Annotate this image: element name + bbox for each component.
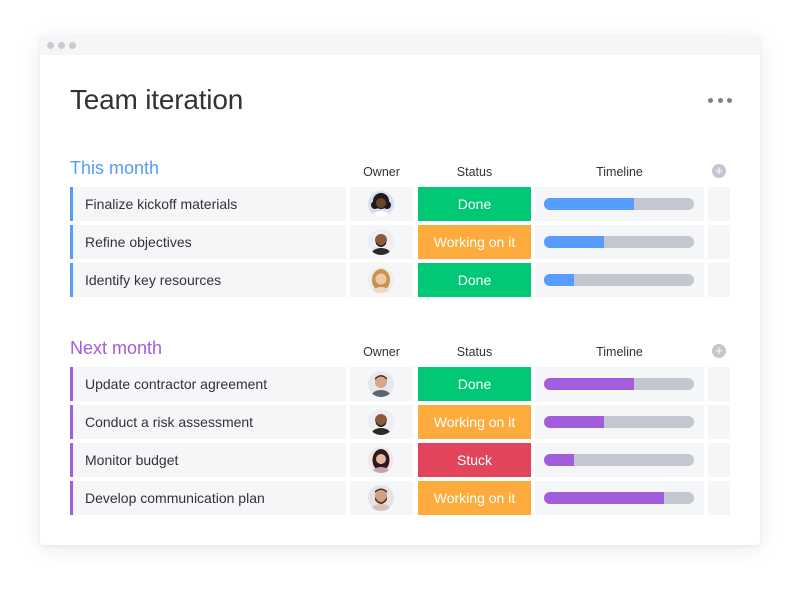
board-title: Team iteration	[70, 84, 244, 115]
table-row[interactable]: Refine objectives Working on it	[70, 225, 730, 259]
avatar-man-bald	[368, 229, 394, 255]
column-header-owner: Owner	[363, 165, 400, 179]
owner-cell[interactable]	[350, 263, 413, 297]
window-dot	[47, 42, 54, 49]
item-name: Identify key resources	[85, 272, 222, 288]
column-header-timeline: Timeline	[596, 345, 643, 359]
item-name: Update contractor agreement	[85, 376, 268, 392]
timeline-fill	[544, 492, 664, 504]
avatar-woman-curly	[368, 191, 394, 217]
owner-cell[interactable]	[350, 187, 413, 221]
item-name-cell[interactable]: Monitor budget	[70, 443, 346, 477]
avatar-man-bald	[368, 409, 394, 435]
column-header-status: Status	[456, 165, 493, 179]
group-title[interactable]: This month	[70, 158, 160, 178]
group-next-month: Next month Owner Status Timeline + Updat…	[70, 338, 730, 518]
more-options-icon[interactable]	[708, 96, 732, 104]
owner-cell[interactable]	[350, 405, 413, 439]
status-cell[interactable]: Working on it	[418, 481, 531, 515]
add-column-icon[interactable]: +	[712, 344, 726, 358]
item-name: Refine objectives	[85, 234, 192, 250]
group-title[interactable]: Next month	[70, 338, 163, 358]
table-row[interactable]: Update contractor agreement Done	[70, 367, 730, 401]
timeline-fill	[544, 416, 604, 428]
status-cell[interactable]: Working on it	[418, 405, 531, 439]
table-row[interactable]: Conduct a risk assessment Working on it	[70, 405, 730, 439]
owner-cell[interactable]	[350, 367, 413, 401]
table-row[interactable]: Develop communication plan Working on it	[70, 481, 730, 515]
timeline-fill	[544, 378, 634, 390]
owner-cell[interactable]	[350, 443, 413, 477]
window-dot	[58, 42, 65, 49]
item-name: Finalize kickoff materials	[85, 196, 238, 212]
status-cell[interactable]: Working on it	[418, 225, 531, 259]
status-cell[interactable]: Stuck	[418, 443, 531, 477]
item-name-cell[interactable]: Update contractor agreement	[70, 367, 346, 401]
column-header-status: Status	[456, 345, 493, 359]
item-name-cell[interactable]: Finalize kickoff materials	[70, 187, 346, 221]
timeline-fill	[544, 236, 604, 248]
timeline-cell[interactable]	[535, 405, 704, 439]
timeline-cell[interactable]	[535, 367, 704, 401]
timeline-cell[interactable]	[535, 481, 704, 515]
timeline-cell[interactable]	[535, 225, 704, 259]
item-name-cell[interactable]: Refine objectives	[70, 225, 346, 259]
avatar-man-beard	[368, 485, 394, 511]
avatar-woman-blonde	[368, 267, 394, 293]
timeline-fill	[544, 274, 574, 286]
column-header-owner: Owner	[363, 345, 400, 359]
item-name: Develop communication plan	[85, 490, 265, 506]
table-row[interactable]: Monitor budget Stuck	[70, 443, 730, 477]
timeline-cell[interactable]	[535, 187, 704, 221]
status-cell[interactable]: Done	[418, 263, 531, 297]
timeline-cell[interactable]	[535, 263, 704, 297]
item-name: Monitor budget	[85, 452, 179, 468]
owner-cell[interactable]	[350, 225, 413, 259]
item-name-cell[interactable]: Develop communication plan	[70, 481, 346, 515]
avatar-man-short-hair	[368, 371, 394, 397]
group-this-month: This month Owner Status Timeline + Final…	[70, 158, 730, 298]
timeline-fill	[544, 454, 574, 466]
column-header-timeline: Timeline	[596, 165, 643, 179]
item-name-cell[interactable]: Conduct a risk assessment	[70, 405, 346, 439]
table-row[interactable]: Finalize kickoff materials Done	[70, 187, 730, 221]
item-name: Conduct a risk assessment	[85, 414, 254, 430]
owner-cell[interactable]	[350, 481, 413, 515]
timeline-cell[interactable]	[535, 443, 704, 477]
window-titlebar	[40, 36, 760, 55]
table-row[interactable]: Identify key resources Done	[70, 263, 730, 297]
board-window: Team iteration This month Owner Status T…	[40, 36, 760, 545]
window-dot	[69, 42, 76, 49]
add-column-icon[interactable]: +	[712, 164, 726, 178]
timeline-fill	[544, 198, 634, 210]
status-cell[interactable]: Done	[418, 367, 531, 401]
item-name-cell[interactable]: Identify key resources	[70, 263, 346, 297]
avatar-woman-dark-hair	[368, 447, 394, 473]
status-cell[interactable]: Done	[418, 187, 531, 221]
